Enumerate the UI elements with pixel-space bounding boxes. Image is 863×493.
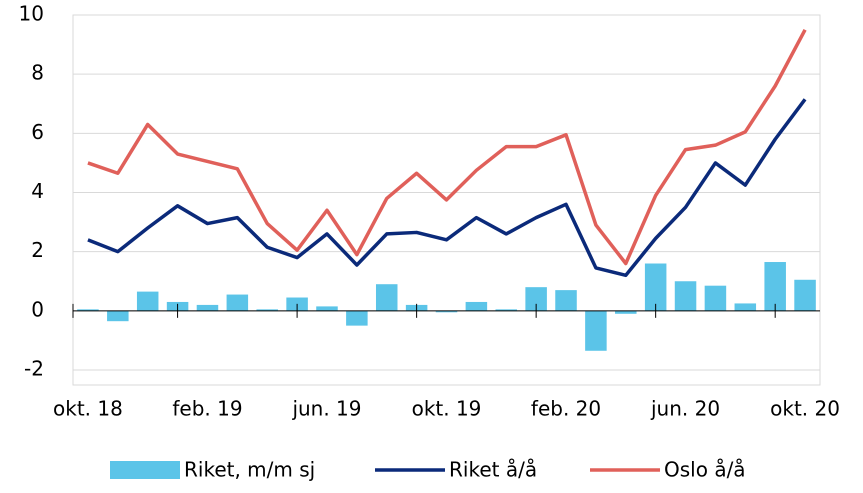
bar (435, 310, 458, 313)
x-tick-label: okt. 19 (412, 397, 482, 421)
legend-swatch (110, 461, 180, 479)
bar (794, 279, 816, 311)
bar (226, 294, 249, 311)
x-tick-label: okt. 18 (53, 397, 123, 421)
bar (615, 310, 637, 314)
line (87, 28, 807, 266)
bar (256, 309, 278, 311)
x-tick-label: jun. 20 (650, 397, 720, 421)
x-tick-label: feb. 20 (531, 397, 601, 421)
y-tick-label: 4 (31, 179, 44, 203)
bar (674, 281, 697, 311)
legend-label: Riket å/å (449, 458, 537, 482)
bar (136, 291, 159, 311)
bar (375, 284, 398, 311)
bar (704, 285, 727, 311)
x-tick-label: okt. 20 (770, 397, 840, 421)
bar (495, 309, 518, 311)
bar (316, 306, 338, 311)
bar (734, 303, 757, 311)
bar (346, 310, 368, 326)
y-tick-label: -2 (24, 357, 44, 381)
bar (585, 310, 607, 351)
bar (77, 309, 99, 311)
bar (107, 310, 129, 322)
y-tick-label: 6 (31, 120, 44, 144)
y-tick-label: 0 (31, 297, 44, 321)
x-tick-label: jun. 19 (291, 397, 361, 421)
bar (764, 262, 786, 311)
bar (644, 263, 667, 311)
line (87, 98, 807, 278)
y-tick-label: 2 (31, 238, 44, 262)
bar (196, 304, 219, 311)
y-tick-label: 8 (31, 61, 44, 85)
legend-label: Oslo å/å (664, 458, 746, 482)
bar (465, 301, 488, 311)
x-tick-label: feb. 19 (172, 397, 242, 421)
y-tick-label: 10 (19, 2, 44, 26)
bar (525, 287, 547, 311)
bar (555, 290, 577, 311)
legend-label: Riket, m/m sj (184, 458, 315, 482)
